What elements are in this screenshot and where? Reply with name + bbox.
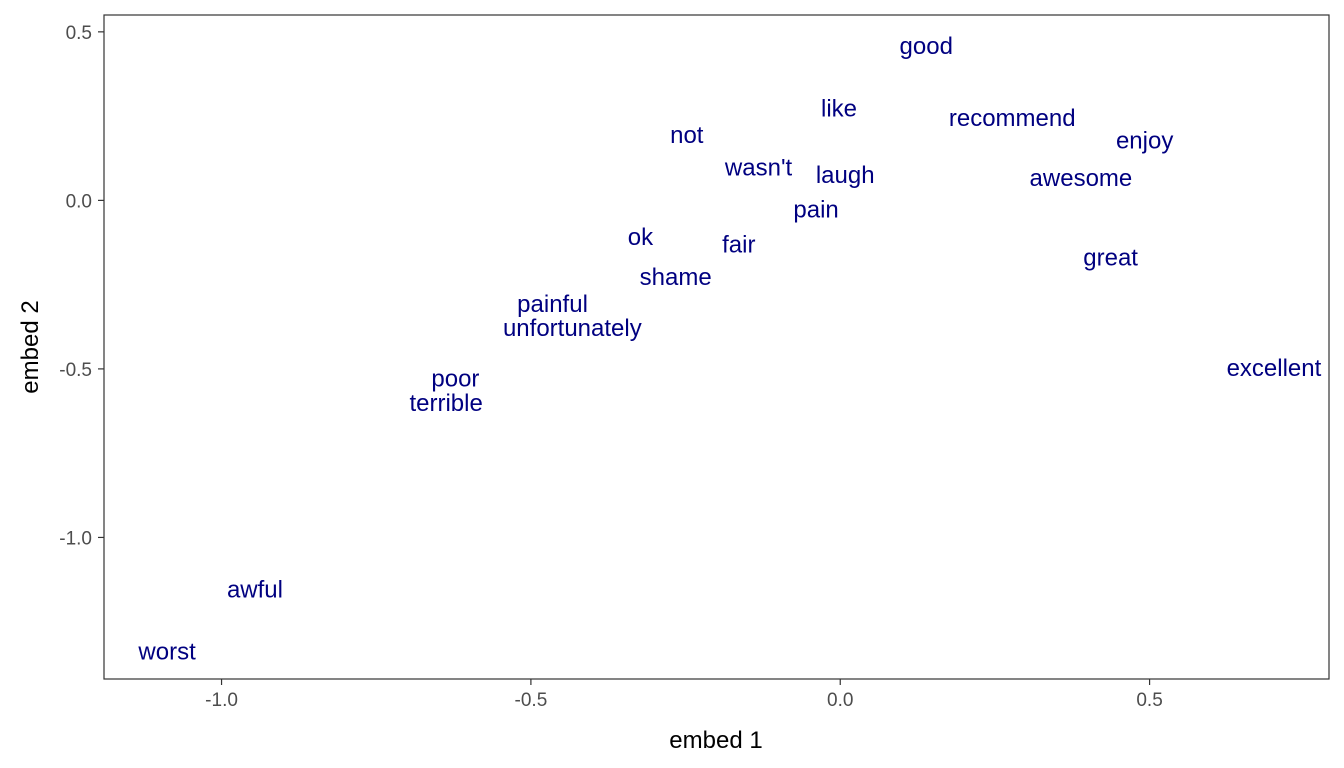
word-label: ok (628, 224, 654, 251)
y-tick-label: -1.0 (59, 528, 92, 549)
y-axis: 0.5 0.0 -0.5 -1.0 (59, 23, 104, 549)
word-label: awesome (1030, 165, 1133, 192)
word-label: poor (431, 366, 479, 393)
x-tick-label: -1.0 (205, 690, 238, 711)
plot-panel (103, 14, 1330, 680)
word-label: pain (793, 196, 838, 223)
word-label: wasn't (724, 154, 793, 181)
word-label: painful (517, 291, 588, 318)
y-tick-label: 0.0 (66, 191, 92, 212)
word-label: worst (137, 638, 196, 665)
word-label: shame (640, 264, 712, 291)
word-label: great (1083, 245, 1138, 272)
word-label: unfortunately (503, 315, 642, 342)
word-label: enjoy (1116, 128, 1173, 155)
word-label: awful (227, 577, 283, 604)
x-tick-label: 0.0 (827, 690, 853, 711)
word-label: not (670, 122, 704, 149)
word-labels: good like recommend not enjoy wasn't laugh awes… (137, 33, 1321, 665)
x-tick-label: -0.5 (515, 690, 548, 711)
word-label: excellent (1227, 355, 1322, 382)
y-axis-title: embed 2 (17, 300, 44, 393)
word-label: terrible (409, 390, 482, 417)
y-tick-label: 0.5 (66, 23, 92, 44)
y-tick-label: -0.5 (59, 360, 92, 381)
x-axis: -1.0 -0.5 0.0 0.5 (205, 679, 1163, 711)
word-label: good (900, 33, 953, 60)
word-label: recommend (949, 105, 1076, 132)
word-label: fair (722, 232, 755, 259)
word-label: like (821, 96, 857, 123)
word-label: laugh (816, 162, 875, 189)
x-axis-title: embed 1 (669, 727, 762, 754)
x-tick-label: 0.5 (1136, 690, 1162, 711)
